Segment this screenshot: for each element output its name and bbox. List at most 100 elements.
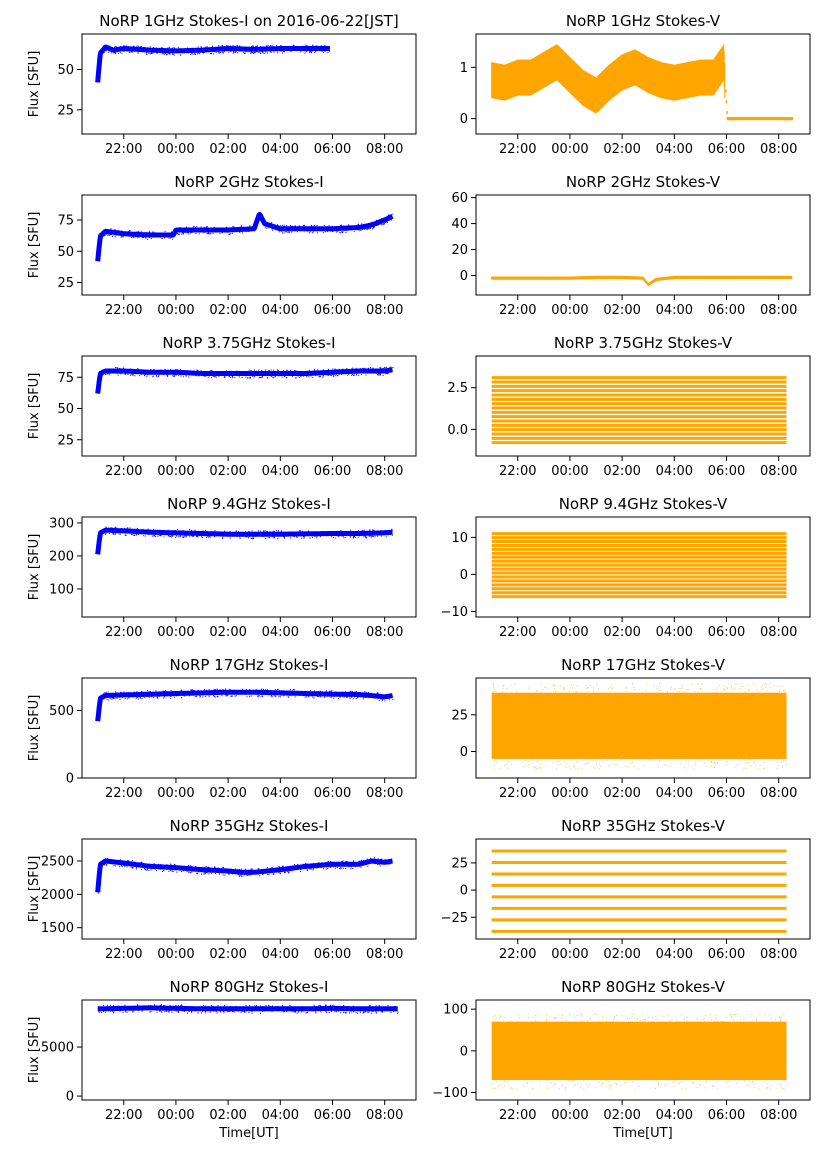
data-point [135,235,137,237]
data-point [329,690,331,692]
data-point [306,46,308,48]
data-point [155,690,157,692]
data-point [131,862,133,864]
data-point [148,52,150,54]
data-point [133,236,135,238]
data-point [309,867,311,869]
data-point [104,692,106,694]
data-point [281,230,283,232]
x-tick-label: 00:00 [157,303,194,318]
data-point [119,52,121,54]
data-point [246,536,248,538]
data-point [299,225,301,227]
data-point [495,690,497,692]
data-point [283,370,284,372]
data-point [571,684,573,686]
data-point [240,875,242,877]
data-point [370,223,372,225]
data-point [220,693,222,695]
data-point [768,685,770,686]
data-point [535,690,537,692]
data-point [157,529,159,531]
data-point [217,696,219,697]
data-point [285,869,287,871]
data-point [322,694,324,696]
data-point [344,371,346,373]
data-point [359,535,361,537]
data-point [283,227,285,229]
data-point [381,371,383,373]
data-point [152,535,154,537]
data-point [161,47,163,48]
plot-frame [475,838,811,940]
x-tick-label: 04:00 [262,947,299,962]
data-point [726,688,728,690]
data-point [226,229,228,231]
data-point [152,530,154,532]
data-point [159,534,161,536]
data-point [317,862,318,864]
data-point [143,46,145,48]
data-point [265,535,267,537]
data-point [222,689,224,691]
data-point [126,866,128,868]
data-point [659,683,661,684]
data-point [320,373,321,375]
data-point [169,867,171,868]
x-tick-label: 08:00 [366,303,403,318]
data-point [251,52,253,54]
y-axis-label: Flux [SFU] [27,534,42,601]
data-point [714,763,716,765]
data-point [323,52,325,54]
data-point [341,229,343,231]
data-point [102,860,104,862]
data-point [263,224,265,226]
data-point [213,374,215,376]
x-tick-label: 22:00 [499,464,536,479]
data-point [143,1007,145,1009]
data-point [256,533,258,535]
data-point [167,529,169,531]
data-point [265,50,267,52]
data-point [351,695,353,697]
data-point [139,375,141,377]
data-point [528,763,530,765]
data-point [611,690,613,692]
data-point [215,535,217,537]
data-point [278,866,280,867]
data-point [206,372,208,374]
data-point [168,865,170,867]
data-point [386,861,388,863]
data-point [208,531,210,533]
x-tick-label: 08:00 [760,303,797,318]
data-point [266,227,268,229]
data-point [294,226,296,228]
data-point [143,1008,144,1010]
data-point [132,865,134,867]
data-point [202,696,204,698]
data-point [346,696,347,698]
data-point [156,697,158,699]
data-point [329,227,331,229]
data-point [248,1008,250,1010]
data-point [155,233,157,235]
data-point [138,864,140,866]
data-point [384,529,386,531]
data-point [369,529,371,531]
data-point [277,52,279,54]
data-point [363,224,365,226]
data-point [378,863,380,865]
data-point [361,695,363,697]
data-point [195,531,197,533]
data-point [232,230,233,232]
data-point [266,870,268,872]
data-point [313,46,315,48]
data-point [269,869,271,871]
data-point [269,531,271,533]
panel-8: NoRP 9.4GHz Stokes-V22:00 00:00 02:00 04:00… [441,495,811,640]
data-point [303,537,305,539]
x-tick-label: 04:00 [656,625,693,640]
data-point [118,231,119,233]
data-point [127,860,129,862]
data-point [214,530,216,532]
